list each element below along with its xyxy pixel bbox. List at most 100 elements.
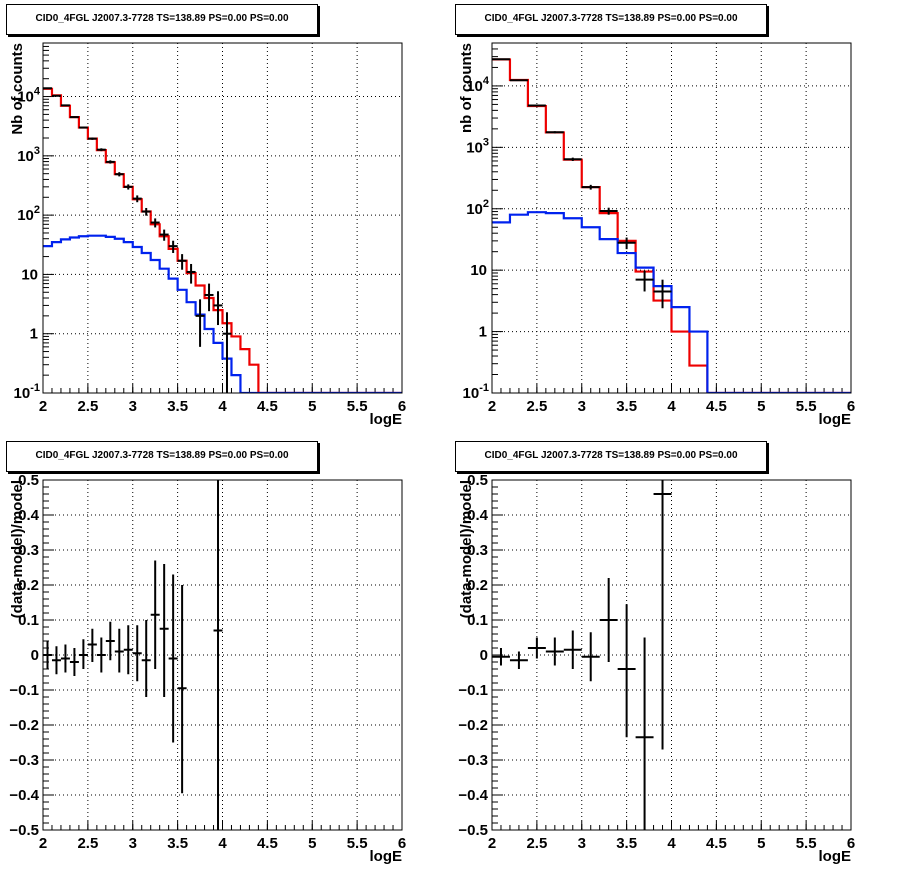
data-point [599,207,618,215]
x-tick-label: 5.5 [347,835,368,852]
data-point [43,641,52,669]
y-tick-label: −0.3 [458,752,488,769]
data-point [204,283,214,312]
data-point [222,312,232,393]
chart-svg: 2 2.5 3 3.5 4 4.5 5 5.5 6 10-1 1 10 102 103 104 logE Nb … [9,42,406,428]
data-point [635,637,654,830]
data-point [635,270,654,292]
data-point [60,644,70,673]
data-point [96,148,106,152]
residual-panel-coarse: 2 2.5 3 3.5 4 4.5 5 5.5 6 −0.5 −0.4 −0.3 −0.2 −0.1 0 0.… [449,437,898,874]
y-tick-label: 102 [466,198,489,218]
data-point [69,648,79,676]
data-point [78,639,88,669]
chart-title: CID0_4FGL J2007.3-7728 TS=138.89 PS=0.00… [455,441,767,472]
y-tick-label: 0 [480,647,488,664]
data-point [195,299,205,347]
x-tick-label: 4.5 [706,835,727,852]
x-tick-label: 2 [488,398,496,415]
x-tick-label: 2.5 [526,835,547,852]
x-axis-label: logE [370,848,403,865]
y-tick-label: −0.5 [458,822,488,839]
y-tick-label: −0.5 [9,822,39,839]
data-point [105,160,115,164]
data-point [105,621,115,661]
x-tick-label: 3 [129,835,137,852]
data-point [96,637,106,673]
x-tick-label: 4.5 [257,398,278,415]
data-point [60,104,70,107]
data-point [141,620,151,697]
plot-area [492,58,851,393]
x-tick-label: 2 [488,835,496,852]
y-tick-label: −0.1 [458,682,488,699]
data-point [653,480,672,750]
data-point [492,648,510,666]
x-tick-label: 3.5 [616,835,637,852]
x-tick-label: 3 [578,398,586,415]
data-point [132,625,142,682]
data-point [581,184,600,190]
data-point [177,254,187,270]
y-tick-label: 0.3 [467,542,488,559]
y-tick-label: −0.4 [9,787,39,804]
y-tick-label: 10-1 [463,382,489,402]
x-tick-label: 5 [757,835,765,852]
y-tick-label: −0.2 [458,717,488,734]
x-tick-label: 3.5 [167,398,188,415]
plot-frame [42,42,403,394]
y-axis-label: (data-model)/model [458,480,475,618]
data-point [509,79,528,82]
data-point [527,104,546,107]
data-point [123,625,133,675]
y-tick-label: 0.4 [18,507,40,524]
chart-title: CID0_4FGL J2007.3-7728 TS=138.89 PS=0.00… [455,4,767,35]
y-tick-label: 0.3 [18,542,39,559]
data-point [581,632,600,682]
y-tick-label: 1 [30,326,38,343]
data-point [563,157,582,161]
chart-svg: 2 2.5 3 3.5 4 4.5 5 5.5 6 −0.5 −0.4 −0.3 −0.2 −0.1 0 0.… [9,472,406,865]
data-point [545,637,564,666]
data-point [186,263,196,284]
data-point [527,637,546,659]
y-tick-label: 103 [17,145,40,165]
data-point [51,94,61,97]
x-tick-label: 6 [398,398,406,415]
y-tick-label: 103 [466,136,489,156]
x-axis-label: logE [819,411,852,428]
data-point [43,87,52,90]
x-axis-label: logE [370,411,403,428]
x-tick-label: 5 [308,835,316,852]
x-tick-label: 5.5 [347,398,368,415]
data-point [87,137,97,140]
x-tick-label: 5 [308,398,316,415]
x-tick-label: 5.5 [796,398,817,415]
x-tick-label: 6 [847,398,855,415]
x-tick-label: 4 [218,398,227,415]
x-tick-label: 4 [667,398,676,415]
chart-title: CID0_4FGL J2007.3-7728 TS=138.89 PS=0.00… [6,441,318,472]
y-tick-label: 10 [470,262,487,279]
data-point [653,279,672,309]
plot-area [43,87,402,393]
x-tick-label: 4.5 [257,835,278,852]
y-tick-label: 0.1 [18,612,39,629]
counts-panel-fine: 2 2.5 3 3.5 4 4.5 5 5.5 6 10-1 1 10 102 103 104 logE Nb … [0,0,449,437]
x-tick-label: 5 [757,398,765,415]
data-point [150,218,160,228]
data-point [132,195,142,203]
chart-svg: 2 2.5 3 3.5 4 4.5 5 5.5 6 10-1 1 10 102 103 104 logE nb … [458,42,855,428]
x-tick-label: 6 [398,835,406,852]
y-tick-label: 10-1 [14,382,40,402]
data-point [51,646,61,675]
y-tick-label: 10 [21,266,38,283]
source-model-step-line [43,234,402,393]
plot-frame [42,479,403,831]
data-point [78,126,88,129]
y-tick-label: 1 [479,324,487,341]
x-tick-label: 4.5 [706,398,727,415]
x-tick-label: 2.5 [526,398,547,415]
data-point [114,628,124,673]
x-tick-label: 3 [129,398,137,415]
